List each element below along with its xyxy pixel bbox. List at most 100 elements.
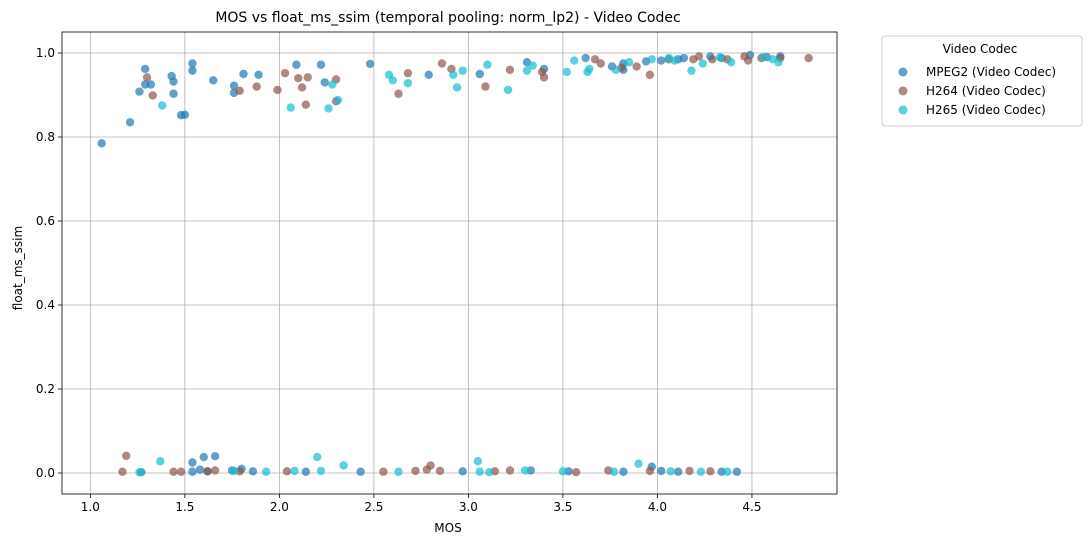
legend: Video Codec MPEG2 (Video Codec) H264 (Vid… bbox=[881, 35, 1083, 127]
data-point bbox=[356, 467, 365, 476]
data-point bbox=[252, 82, 261, 91]
legend-entry: MPEG2 (Video Codec) bbox=[926, 65, 1056, 79]
data-point bbox=[324, 104, 333, 113]
data-point bbox=[379, 467, 388, 476]
data-point bbox=[235, 86, 244, 96]
data-point bbox=[339, 461, 348, 470]
data-point bbox=[723, 467, 732, 476]
data-point bbox=[176, 467, 186, 476]
data-point bbox=[484, 467, 494, 477]
data-point bbox=[188, 59, 197, 68]
data-point bbox=[97, 139, 106, 148]
series-1 bbox=[97, 50, 785, 477]
data-point bbox=[188, 467, 197, 476]
data-point bbox=[619, 467, 628, 476]
data-point bbox=[458, 66, 467, 75]
data-point bbox=[135, 467, 144, 477]
data-point bbox=[685, 466, 694, 476]
data-point bbox=[403, 68, 413, 78]
data-point bbox=[483, 60, 492, 69]
data-point bbox=[229, 81, 239, 90]
data-point bbox=[435, 466, 445, 476]
data-point bbox=[118, 467, 127, 476]
data-point bbox=[199, 452, 208, 462]
data-point bbox=[452, 83, 462, 92]
x-axis-label: MOS bbox=[434, 521, 461, 535]
data-point bbox=[596, 59, 605, 68]
y-tick-label: 0.2 bbox=[36, 382, 55, 396]
legend-marker bbox=[898, 86, 908, 96]
data-point bbox=[301, 467, 311, 476]
data-point bbox=[666, 467, 675, 476]
data-point bbox=[759, 53, 768, 62]
data-point bbox=[522, 66, 532, 75]
data-point bbox=[570, 56, 579, 65]
data-point bbox=[239, 69, 248, 79]
data-point bbox=[229, 466, 239, 476]
grid-lines bbox=[62, 32, 837, 494]
data-point bbox=[169, 77, 178, 86]
data-point bbox=[611, 65, 621, 75]
data-point bbox=[157, 101, 167, 110]
data-point bbox=[634, 459, 643, 468]
data-point bbox=[505, 65, 515, 75]
data-point bbox=[388, 76, 397, 85]
y-tick-label: 0.6 bbox=[36, 214, 55, 228]
data-point bbox=[261, 467, 271, 476]
data-point bbox=[210, 452, 220, 461]
data-point bbox=[248, 467, 258, 476]
plot-frame bbox=[61, 31, 838, 495]
data-point bbox=[437, 59, 447, 68]
data-point bbox=[426, 461, 435, 470]
data-point bbox=[670, 56, 679, 65]
data-point bbox=[458, 467, 467, 476]
legend-marker bbox=[898, 105, 908, 115]
data-point bbox=[424, 70, 433, 80]
data-point bbox=[203, 467, 212, 476]
data-point bbox=[188, 66, 197, 75]
data-point bbox=[581, 53, 590, 63]
data-point bbox=[254, 70, 263, 80]
data-point bbox=[804, 53, 813, 63]
data-point bbox=[528, 61, 537, 70]
data-point bbox=[403, 79, 413, 88]
data-point bbox=[726, 58, 736, 67]
legend-items: MPEG2 (Video Codec) H264 (Video Codec) H26… bbox=[898, 65, 1056, 117]
data-points bbox=[97, 50, 813, 477]
x-tick-label: 1.0 bbox=[81, 500, 100, 514]
data-point bbox=[394, 467, 403, 476]
data-point bbox=[715, 53, 725, 62]
data-point bbox=[503, 85, 513, 95]
x-tick-label: 3.5 bbox=[553, 500, 572, 514]
legend-entry: H265 (Video Codec) bbox=[926, 103, 1046, 117]
legend-marker bbox=[898, 67, 908, 77]
data-point bbox=[562, 67, 571, 77]
y-axis-ticks: 0.0 0.2 0.4 0.6 0.8 1.0 bbox=[36, 46, 62, 480]
x-tick-label: 3.0 bbox=[459, 500, 478, 514]
data-point bbox=[142, 73, 152, 82]
data-point bbox=[188, 458, 197, 467]
plot-area bbox=[61, 31, 838, 495]
x-tick-label: 2.0 bbox=[270, 500, 289, 514]
data-point bbox=[210, 466, 220, 475]
x-tick-label: 4.0 bbox=[648, 500, 667, 514]
data-point bbox=[571, 467, 581, 477]
data-point bbox=[140, 64, 150, 74]
data-point bbox=[292, 60, 301, 69]
data-point bbox=[505, 466, 515, 475]
data-point bbox=[539, 73, 549, 82]
data-point bbox=[135, 87, 144, 96]
legend-box bbox=[881, 35, 1083, 127]
data-point bbox=[333, 95, 343, 105]
data-point bbox=[609, 467, 619, 476]
data-point bbox=[180, 110, 190, 119]
data-point bbox=[708, 55, 717, 64]
data-point bbox=[297, 83, 307, 92]
x-tick-label: 1.5 bbox=[175, 500, 194, 514]
data-point bbox=[481, 82, 490, 91]
legend-title: Video Codec bbox=[943, 42, 1018, 56]
series-3 bbox=[135, 53, 783, 477]
data-point bbox=[312, 452, 322, 462]
data-point bbox=[156, 457, 165, 466]
